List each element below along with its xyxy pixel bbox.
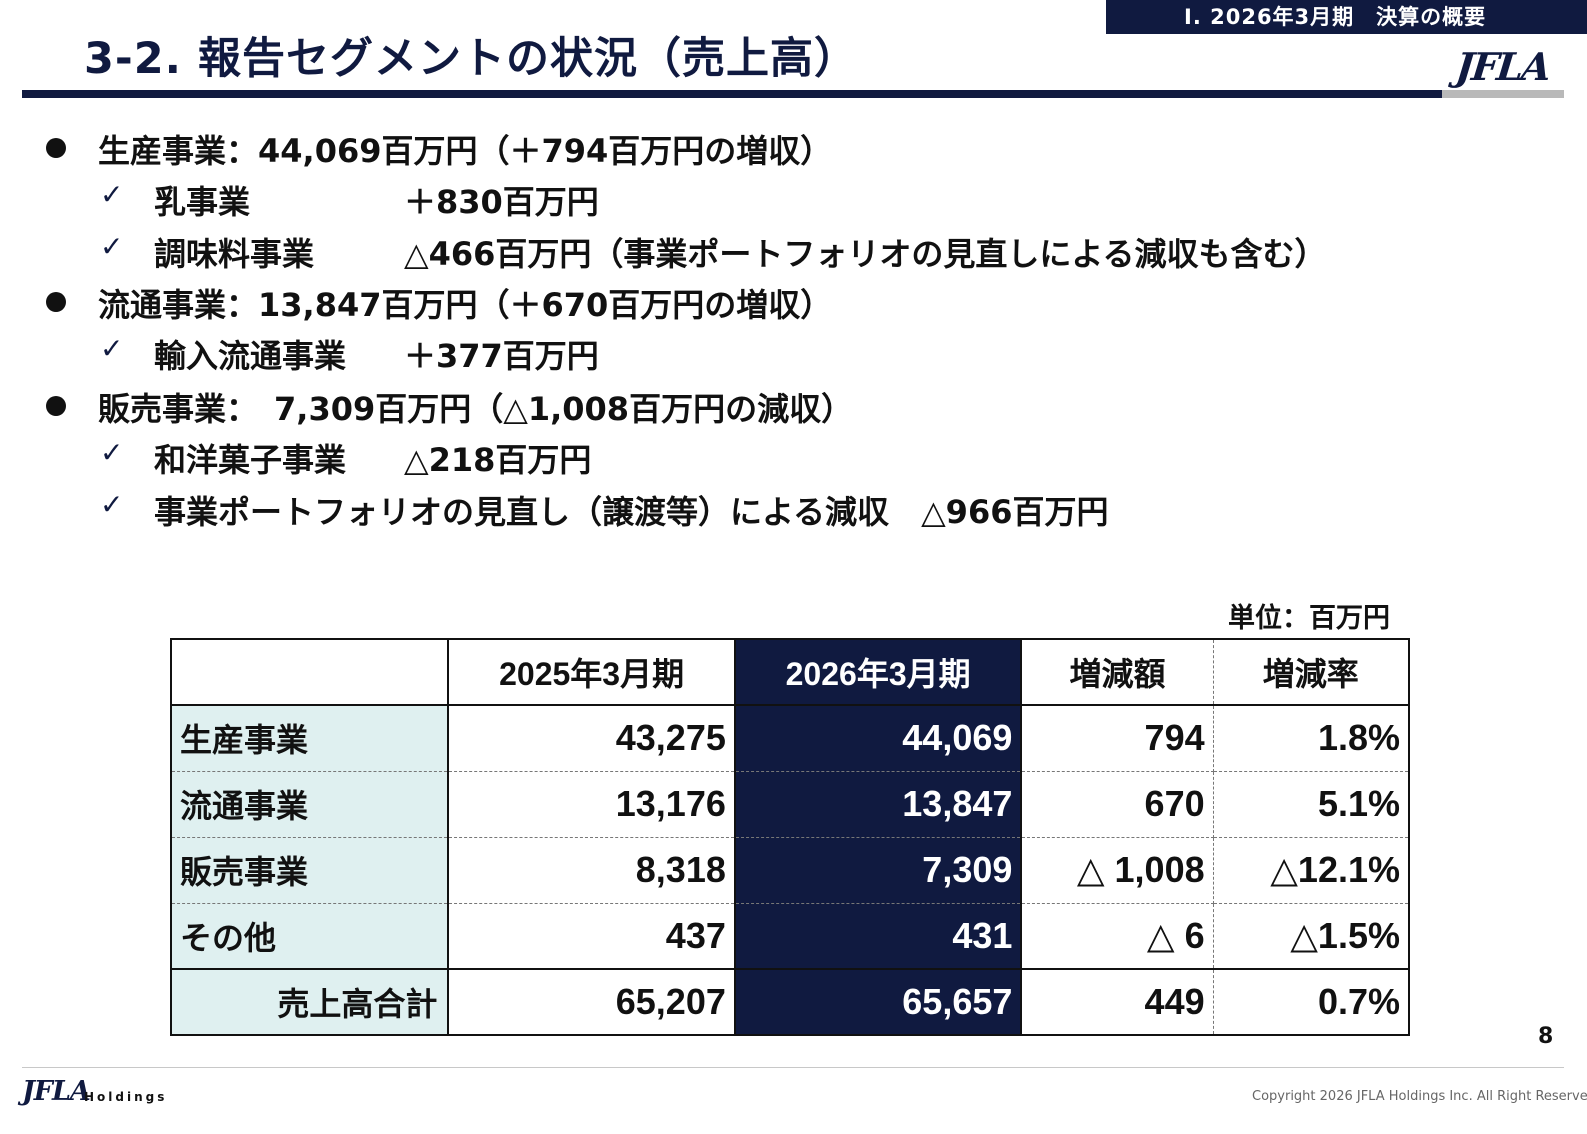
footer-logo: JFLA xyxy=(22,1076,91,1107)
sub-bullet-value: ＋377百万円 xyxy=(404,337,599,375)
table-cell: 7,309 xyxy=(734,837,1023,904)
bullet-text: ：44,069百万円（＋794百万円の増収） xyxy=(226,132,833,170)
row-label: 販売事業 xyxy=(171,837,450,904)
bullet-text: ：13,847百万円（＋670百万円の増収） xyxy=(226,286,833,324)
table-cell: 8,318 xyxy=(448,837,736,904)
table-row: 販売事業 8,318 7,309 △ 1,008 △12.1% xyxy=(171,837,1409,904)
bullet-dot-icon xyxy=(46,138,66,158)
table-header-row: 2025年3月期 2026年3月期 増減額 増減率 xyxy=(171,639,1409,706)
sub-bullet-portfolio: 事業ポートフォリオの見直し（譲渡等）による減収 △966百万円 xyxy=(154,487,1108,533)
sub-bullet-label: 輸入流通事業 xyxy=(154,337,347,375)
footer-holdings-text: Holdings xyxy=(84,1090,168,1104)
table-cell: 1.8% xyxy=(1213,705,1409,772)
sub-bullet-label: 事業ポートフォリオの見直し（譲渡等）による減収 xyxy=(154,493,890,531)
unit-label: 単位：百万円 xyxy=(1228,603,1390,634)
row-label: 売上高合計 xyxy=(171,968,450,1035)
title-rule-accent xyxy=(1442,90,1564,98)
table-row: その他 437 431 △ 6 △1.5% xyxy=(171,903,1409,970)
checkmark-icon: ✓ xyxy=(100,178,124,211)
checkmark-icon: ✓ xyxy=(100,230,124,263)
table-cell: 431 xyxy=(734,903,1023,970)
table-cell: 449 xyxy=(1021,968,1214,1035)
row-label: その他 xyxy=(171,903,450,970)
checkmark-icon: ✓ xyxy=(100,332,124,365)
table-row: 流通事業 13,176 13,847 670 5.1% xyxy=(171,771,1409,838)
bullet-label: 生産事業 xyxy=(98,132,227,170)
sub-bullet-value: △966百万円 xyxy=(921,493,1109,531)
table-header-cell: 増減率 xyxy=(1213,639,1409,706)
table-cell: 43,275 xyxy=(448,705,736,772)
table-cell: 794 xyxy=(1021,705,1214,772)
table-cell: 65,657 xyxy=(734,968,1023,1035)
table-cell: 670 xyxy=(1021,771,1214,838)
sub-bullet-label: 調味料事業 xyxy=(154,235,315,273)
bullet-label: 販売事業 xyxy=(98,390,227,428)
table-cell: △1.5% xyxy=(1213,903,1409,970)
sub-bullet-label: 和洋菓子事業 xyxy=(154,441,347,479)
row-label: 流通事業 xyxy=(171,771,450,838)
table-cell: 0.7% xyxy=(1213,968,1409,1035)
page-title: 3-2. 報告セグメントの状況（売上高） xyxy=(84,34,858,84)
table-header-cell: 増減額 xyxy=(1021,639,1214,706)
checkmark-icon: ✓ xyxy=(100,436,124,469)
checkmark-icon: ✓ xyxy=(100,488,124,521)
bullet-sales: 販売事業： 7,309百万円（△1,008百万円の減収） xyxy=(98,384,853,430)
table-total-row: 売上高合計 65,207 65,657 449 0.7% xyxy=(171,968,1409,1035)
segment-sales-table: 2025年3月期 2026年3月期 増減額 増減率 生産事業 43,275 44… xyxy=(170,638,1410,1036)
bullet-distribution: 流通事業：13,847百万円（＋670百万円の増収） xyxy=(98,280,832,326)
section-tag: Ⅰ. 2026年3月期 決算の概要 xyxy=(1106,0,1587,34)
bullet-dot-icon xyxy=(46,396,66,416)
table-cell: △ 1,008 xyxy=(1021,837,1214,904)
bullet-label: 流通事業 xyxy=(98,286,227,324)
bullet-dot-icon xyxy=(46,292,66,312)
company-logo: JFLA xyxy=(1453,44,1552,89)
table-cell: 65,207 xyxy=(448,968,736,1035)
sub-bullet-value: △466百万円（事業ポートフォリオの見直しによる減収も含む） xyxy=(404,235,1327,273)
table-cell: 13,176 xyxy=(448,771,736,838)
table-row: 生産事業 43,275 44,069 794 1.8% xyxy=(171,705,1409,772)
page-number: 8 xyxy=(1538,1024,1554,1049)
table-cell: 437 xyxy=(448,903,736,970)
table-cell: 44,069 xyxy=(734,705,1023,772)
footer-rule xyxy=(22,1067,1564,1068)
bullet-production: 生産事業：44,069百万円（＋794百万円の増収） xyxy=(98,126,832,172)
table-header-cell: 2026年3月期 xyxy=(734,639,1023,706)
table-header-cell: 2025年3月期 xyxy=(448,639,736,706)
copyright-text: Copyright 2026 JFLA Holdings Inc. All Ri… xyxy=(1252,1089,1587,1104)
sub-bullet-label: 乳事業 xyxy=(154,183,251,221)
bullet-text: ： 7,309百万円（△1,008百万円の減収） xyxy=(226,390,854,428)
table-cell: 5.1% xyxy=(1213,771,1409,838)
sub-bullet-value: △218百万円 xyxy=(404,441,592,479)
row-label: 生産事業 xyxy=(171,705,450,772)
title-rule xyxy=(22,90,1442,98)
table-cell: △ 6 xyxy=(1021,903,1214,970)
table-cell: 13,847 xyxy=(734,771,1023,838)
table-header-cell xyxy=(171,639,450,706)
sub-bullet-value: ＋830百万円 xyxy=(404,183,599,221)
table-cell: △12.1% xyxy=(1213,837,1409,904)
